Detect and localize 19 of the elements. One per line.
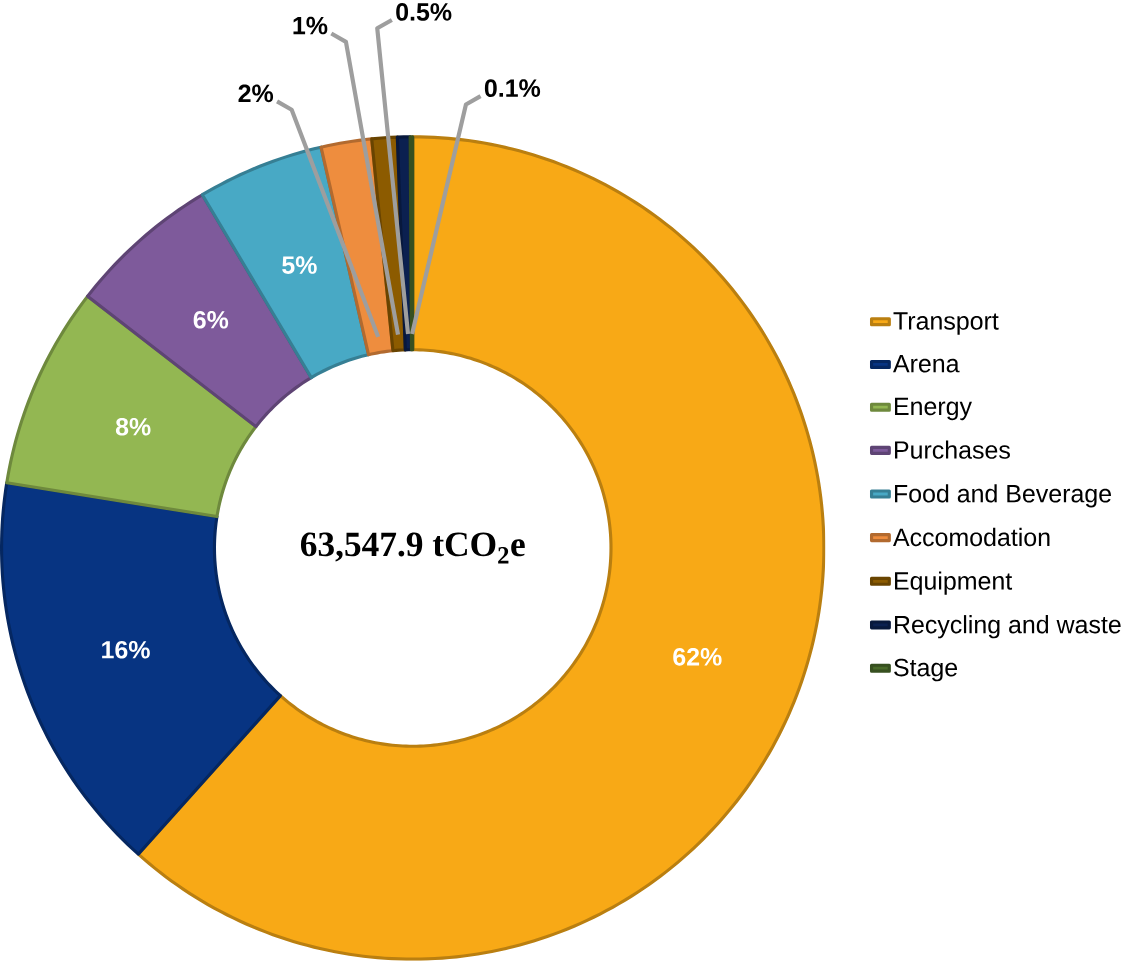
data-label: 2% bbox=[238, 84, 274, 103]
legend-label: Transport bbox=[893, 312, 999, 335]
data-label: 6% bbox=[193, 311, 229, 329]
legend-label: Purchases bbox=[895, 440, 1010, 459]
legend-label: Stage bbox=[894, 658, 958, 682]
data-label: 0.1% bbox=[484, 79, 541, 98]
legend-label: Food and Beverage bbox=[895, 484, 1111, 508]
legend-label: Recycling and waste bbox=[895, 615, 1121, 639]
data-label: 0.5% bbox=[396, 3, 452, 21]
data-label: 5% bbox=[282, 256, 317, 275]
legend-label: Equipment bbox=[895, 571, 1013, 595]
text: 63,547.9 tCO$_{2}$e bbox=[300, 532, 525, 564]
data-label: 16% bbox=[102, 641, 150, 659]
data-label: 8% bbox=[115, 418, 151, 436]
legend-label: Energy bbox=[895, 397, 972, 421]
data-label: 1% bbox=[293, 16, 328, 35]
legend-label: Accomodation bbox=[893, 527, 1050, 547]
legend-label: Arena bbox=[893, 355, 960, 373]
data-label: 62% bbox=[673, 648, 722, 666]
